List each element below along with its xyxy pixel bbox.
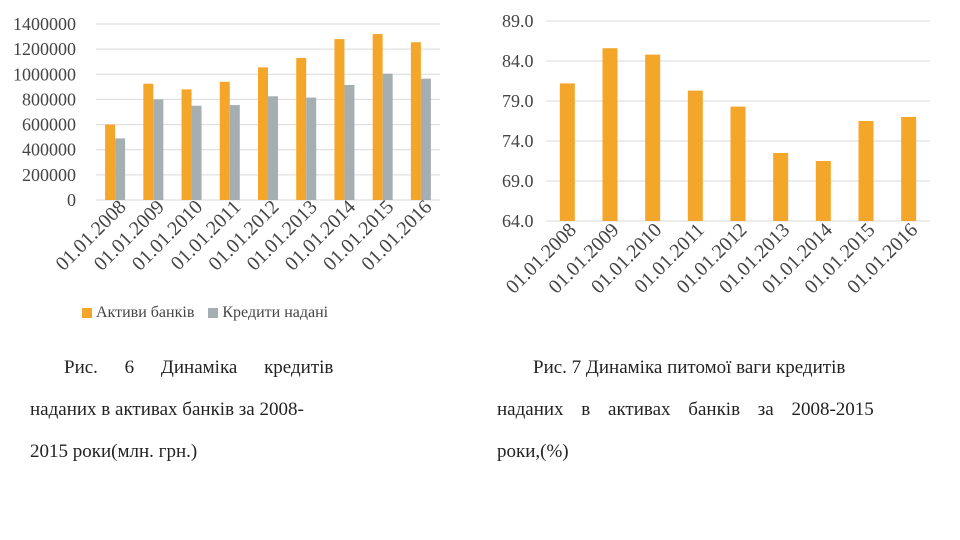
chart1-bar [181,89,192,200]
chart2-ytick-label: 84.0 [502,51,534,71]
legend-swatch-credits [208,308,219,318]
chart1-ytick-label: 400000 [22,140,76,160]
legend-label-assets: Активи банків [96,304,195,321]
figure-6-caption: Рис. 6 Динаміка кредитів наданих в актив… [30,347,378,473]
chart1-ytick-label: 600000 [22,115,76,135]
chart1-ytick-label: 1400000 [13,14,76,34]
chart1-ytick-label: 0 [67,190,76,210]
chart2-bar [815,161,831,221]
chart2-ytick-label: 69.0 [502,171,534,191]
chart1-bar [143,83,154,200]
chart1-ytick-label: 1200000 [13,39,76,59]
chart1-bar [344,84,355,200]
chart2-bar [773,153,789,221]
chart1-bar [153,99,164,200]
caption6-line1: Рис. 6 Динаміка кредитів [64,357,334,378]
chart-credits-assets: 1400000 1200000 1000000 800000 600000 400000 2… [13,14,440,275]
chart-credit-share: 89.084.079.074.069.064.001.01.200801.01.… [502,11,930,298]
chart1-ytick-label: 1000000 [13,64,76,84]
chart1-bar [420,78,431,200]
chart1-bar [229,105,240,200]
chart1-bar [115,138,126,200]
chart1-bar [268,96,278,200]
chart2-bar [901,117,917,221]
chart2-ytick-label: 74.0 [502,131,534,151]
legend-item-credits: Кредити надані [208,304,328,322]
caption7-line3: роки,(%) [497,441,569,462]
chart2-bar [730,106,746,221]
chart2-plot: 89.084.079.074.069.064.001.01.200801.01.… [502,11,930,298]
chart1-bar [372,34,383,200]
chart1-ytick-label: 200000 [22,165,76,185]
chart1-legend: Активи банків Кредити надані [82,304,342,322]
chart1-bar [410,42,421,200]
legend-item-assets: Активи банків [82,304,194,322]
caption6-line3: 2015 роки(млн. грн.) [30,441,198,462]
chart2-bar [559,83,575,222]
chart2-ytick-label: 79.0 [502,91,534,111]
chart1-ytick-label: 800000 [22,89,76,109]
chart1-bar [382,73,393,200]
legend-label-credits: Кредити надані [222,304,329,321]
legend-swatch-assets [82,308,92,318]
caption7-line1: Рис. 7 Динаміка питомої ваги кредитів [533,357,846,378]
chart1-bar [296,57,307,200]
chart1-bar [219,81,230,200]
chart2-ytick-label: 64.0 [502,211,534,231]
figure-7-caption: Рис. 7 Динаміка питомої ваги кредитів на… [497,347,935,473]
chart2-bar [602,48,618,222]
chart1-bar [306,97,317,200]
chart1-bar [105,124,116,200]
chart2-bar [858,121,874,221]
chart2-ytick-label: 89.0 [502,11,534,31]
caption7-line2: наданих в активах банків за 2008-2015 [497,399,874,420]
caption6-line2: наданих в активах банків за 2008- [30,399,304,420]
chart1-bar [258,67,268,200]
chart1-bar [191,105,202,200]
chart2-bar [687,90,703,221]
chart2-bar [645,54,661,221]
chart1-bar [334,39,345,201]
